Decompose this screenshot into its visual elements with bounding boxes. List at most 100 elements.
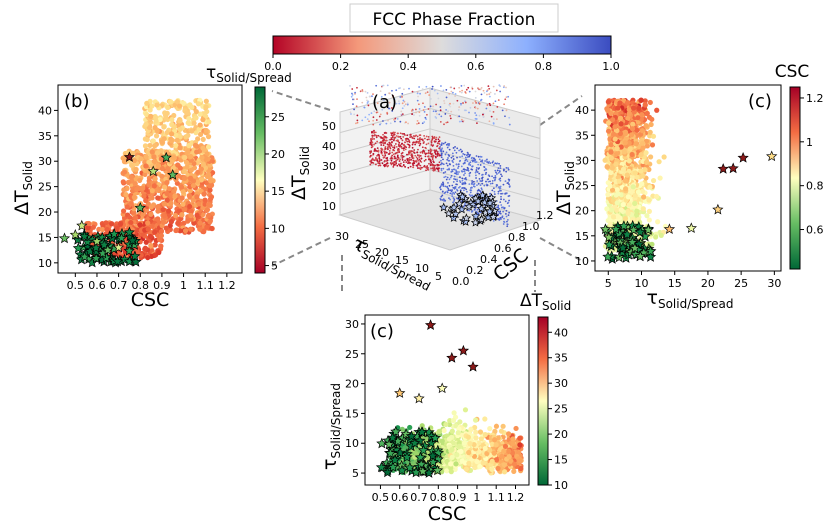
data-point [424,92,427,95]
data-point [459,148,462,151]
data-point [404,145,407,148]
connector-arrows [271,90,585,292]
data-point [457,165,460,168]
data-point [432,110,435,113]
data-point [492,122,495,124]
x-tick-label: 25 [734,277,748,290]
data-point [471,186,473,189]
data-point [401,157,404,159]
data-point [351,88,354,90]
data-point [481,160,484,163]
data-point [450,170,453,173]
data-point [168,200,174,206]
data-point [458,115,461,118]
data-point [204,207,211,213]
data-point [468,193,471,196]
data-point [392,153,395,156]
data-point [616,178,622,184]
x-tick-label: 1.1 [196,279,214,292]
data-point [160,206,166,213]
data-point [437,152,439,155]
data-point [378,155,381,158]
data-point [429,105,432,108]
data-point [399,120,402,123]
star-marker [473,196,483,206]
data-point [386,159,389,162]
data-point [184,110,190,116]
data-point [355,105,358,108]
data-point [140,211,146,217]
y-tick-label: 30 [575,154,589,167]
data-point [430,144,433,146]
data-point [413,152,416,154]
data-point [365,96,368,99]
data-point [131,194,137,200]
data-point [450,90,453,93]
data-point [410,156,413,158]
panel-c-bottom: 0.5 0.6 0.7 0.8 0.9 1 1.1 1.2510152025301015202… [319,291,571,525]
data-point [392,94,394,97]
star-marker [118,253,131,265]
x-tick-label: 20 [701,277,715,290]
data-point [372,130,375,132]
data-point [408,140,410,143]
data-point [499,189,501,192]
data-point [418,167,421,170]
star-marker [90,241,102,253]
data-point [479,164,482,166]
data-point [656,159,662,165]
data-point [605,108,611,114]
data-point [85,225,91,231]
data-point [440,167,443,170]
data-point [180,201,186,207]
data-point [411,113,414,115]
data-point [472,417,479,423]
data-point [449,189,452,192]
data-point [500,218,502,220]
data-point [626,140,632,146]
data-point [425,166,428,169]
data-point [375,119,378,121]
data-point [605,128,612,134]
data-point [500,204,503,206]
star-marker [115,232,128,243]
data-point [415,108,417,111]
data-point [630,184,636,190]
data-point [147,142,153,149]
data-point [442,185,445,187]
data-point [441,194,444,197]
data-point [402,88,405,91]
star-marker [627,224,640,235]
data-point [625,210,631,216]
data-point [622,215,629,222]
data-point [403,100,406,103]
data-point [506,220,508,223]
star-marker [737,151,749,163]
data-point [439,145,441,148]
data-point [144,111,150,118]
data-point [146,159,152,165]
data-point [497,167,500,170]
star-marker [102,244,114,255]
data-point [396,118,399,120]
data-point [149,103,155,109]
data-point [383,137,385,139]
data-point [505,86,507,89]
star-marker [476,203,487,213]
data-point [430,167,432,170]
data-point [388,153,390,155]
data-point [390,144,393,146]
data-point [397,147,400,150]
data-point [455,151,458,154]
data-point [395,89,398,92]
data-point [380,151,383,153]
data-point [406,134,409,137]
data-point [468,154,471,157]
data-point [507,214,510,217]
data-point [615,214,621,220]
data-point [435,149,438,152]
data-point [439,109,442,112]
data-point [452,102,455,105]
data-point [129,162,135,168]
x-tick-label: 0.8 [508,231,526,244]
